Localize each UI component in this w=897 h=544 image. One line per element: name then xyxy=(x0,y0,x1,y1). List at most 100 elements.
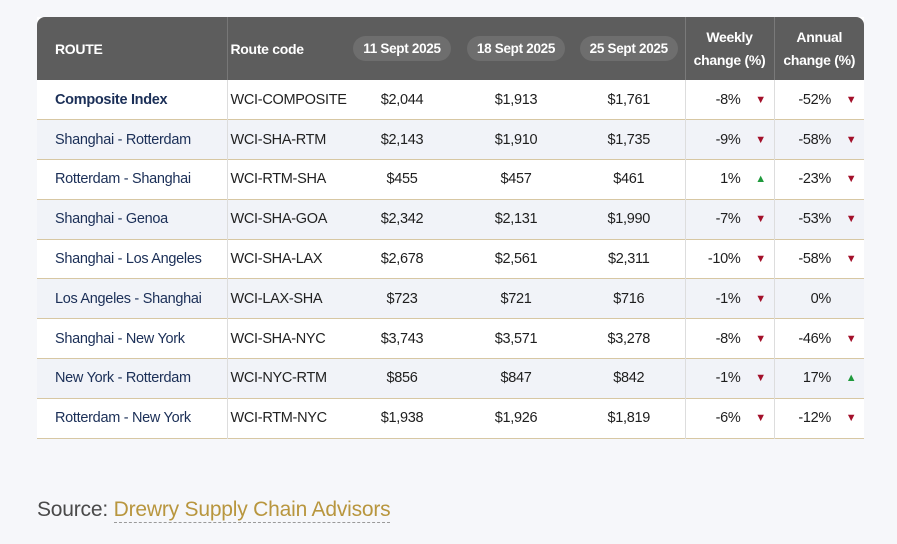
route-name-cell: Shanghai - Los Angeles xyxy=(37,239,228,279)
table-row: Shanghai - Genoa WCI-SHA-GOA $2,342 $2,131 $… xyxy=(37,199,864,240)
rate-cell-date-3: $3,278 xyxy=(607,330,651,347)
header-annual-line1: Annual xyxy=(796,28,843,45)
annual-change-cell: -58% ▼ xyxy=(773,239,864,279)
route-name-cell: Los Angeles - Shanghai xyxy=(37,278,228,319)
weekly-change-cell-value: -1% xyxy=(715,370,741,387)
rate-cell-date-2: $1,913 xyxy=(494,91,538,108)
route-code-cell: WCI-RTM-SHA xyxy=(230,171,327,188)
triangle-down-icon: ▼ xyxy=(755,213,766,226)
triangle-down-icon: ▼ xyxy=(845,332,857,345)
header-annual-line2: change (%) xyxy=(783,51,856,68)
table-row: Shanghai - Rotterdam WCI-SHA-RTM $2,143 $1,… xyxy=(37,119,864,160)
weekly-change-cell: -1% ▼ xyxy=(684,278,774,319)
annual-change-cell-value: -23% xyxy=(798,171,831,188)
rate-cell-date-3: $1,735 xyxy=(607,131,651,148)
rate-cell-date-3: $716 xyxy=(613,290,645,307)
header-date-3: 25 Sept 2025 xyxy=(573,17,685,80)
route-code-cell: WCI-NYC-RTM xyxy=(230,370,328,387)
route-code-cell: WCI-RTM-NYC xyxy=(230,410,328,427)
triangle-down-icon: ▼ xyxy=(845,133,857,146)
route-code-cell: WCI-SHA-LAX xyxy=(230,251,323,268)
triangle-down-icon: ▼ xyxy=(755,372,766,385)
weekly-change-cell-value: 1% xyxy=(720,171,741,188)
source-link[interactable]: Drewry Supply Chain Advisors xyxy=(113,498,391,523)
header-route-code: Route code xyxy=(230,40,305,57)
triangle-down-icon: ▼ xyxy=(755,332,766,345)
annual-change-cell: -58% ▼ xyxy=(773,119,864,160)
rate-cell-date-1: $2,143 xyxy=(380,131,424,148)
rate-cell-date-1: $2,342 xyxy=(380,211,424,228)
annual-change-cell-value: -52% xyxy=(798,91,831,108)
table-row: Los Angeles - Shanghai WCI-LAX-SHA $723 $72… xyxy=(37,278,864,319)
rate-cell-date-3: $461 xyxy=(613,171,645,188)
source-line: Source: Drewry Supply Chain Advisors xyxy=(37,498,391,523)
rate-cell-date-3: $842 xyxy=(613,370,645,387)
header-weekly-line1: Weekly xyxy=(706,28,753,45)
route-name-cell: New York - Rotterdam xyxy=(37,358,228,399)
rate-cell-date-1: $455 xyxy=(386,171,418,188)
annual-change-cell-value: 17% xyxy=(802,370,831,387)
weekly-change-cell-value: -9% xyxy=(715,131,741,148)
table-row: Shanghai - New York WCI-SHA-NYC $3,743 $3,5… xyxy=(37,318,864,359)
weekly-change-cell: -7% ▼ xyxy=(684,199,774,240)
annual-change-cell-value: -53% xyxy=(798,211,831,228)
weekly-change-cell: -10% ▼ xyxy=(684,239,774,279)
triangle-down-icon: ▼ xyxy=(755,253,766,266)
annual-change-cell-value: 0% xyxy=(810,290,832,307)
table-row: Rotterdam - New York WCI-RTM-NYC $1,938 $1,… xyxy=(37,398,864,439)
weekly-change-cell: -9% ▼ xyxy=(684,119,774,160)
weekly-change-cell: -8% ▼ xyxy=(684,318,774,359)
rate-cell-date-1: $723 xyxy=(386,290,418,307)
triangle-down-icon: ▼ xyxy=(845,93,857,106)
rate-cell-date-2: $847 xyxy=(500,370,532,387)
rate-cell-date-2: $721 xyxy=(500,290,532,307)
route-name-cell: Rotterdam - Shanghai xyxy=(37,159,228,200)
annual-change-cell: -23% ▼ xyxy=(773,159,864,200)
wci-rates-table: ROUTE Route code 11 Sept 2025 18 Sept 20… xyxy=(37,17,864,439)
rate-cell-date-2: $2,561 xyxy=(494,251,538,268)
weekly-change-cell: -1% ▼ xyxy=(684,358,774,399)
table-row: Shanghai - Los Angeles WCI-SHA-LAX $2,678 $… xyxy=(37,239,864,279)
header-annual-change: Annual change (%) xyxy=(773,17,864,80)
annual-change-cell-value: -58% xyxy=(798,251,831,268)
route-name-cell: Shanghai - Genoa xyxy=(37,199,228,240)
rate-cell-date-1: $2,678 xyxy=(380,251,424,268)
annual-change-cell: 17% ▲ xyxy=(773,358,864,399)
triangle-down-icon: ▼ xyxy=(755,292,766,305)
triangle-down-icon: ▼ xyxy=(845,412,857,425)
weekly-change-cell: -6% ▼ xyxy=(684,398,774,439)
wci-table-card: ROUTE Route code 11 Sept 2025 18 Sept 20… xyxy=(37,17,864,439)
annual-change-cell-value: -12% xyxy=(798,410,831,427)
rate-cell-date-2: $3,571 xyxy=(494,330,538,347)
route-code-cell: WCI-SHA-RTM xyxy=(230,131,327,148)
annual-change-cell: -52% ▼ xyxy=(773,80,864,120)
rate-cell-date-3: $1,990 xyxy=(607,211,651,228)
header-date-2: 18 Sept 2025 xyxy=(459,17,573,80)
header-weekly-line2: change (%) xyxy=(693,51,766,68)
route-name-cell: Composite Index xyxy=(37,80,228,120)
triangle-up-icon: ▲ xyxy=(755,173,766,186)
header-date-1: 11 Sept 2025 xyxy=(345,17,459,80)
route-name-cell: Rotterdam - New York xyxy=(37,398,228,439)
route-name-cell: Shanghai - Rotterdam xyxy=(37,119,228,160)
annual-change-cell: 0%▼ xyxy=(773,278,864,319)
route-code-cell: WCI-LAX-SHA xyxy=(230,290,323,307)
source-prefix: Source: xyxy=(37,498,114,521)
annual-change-cell-value: -46% xyxy=(798,330,831,347)
annual-change-cell: -12% ▼ xyxy=(773,398,864,439)
date-pill-1: 11 Sept 2025 xyxy=(353,36,451,61)
triangle-down-icon: ▼ xyxy=(755,93,766,106)
table-row: Rotterdam - Shanghai WCI-RTM-SHA $455 $457 $… xyxy=(37,159,864,200)
route-code-cell: WCI-COMPOSITE xyxy=(230,91,347,108)
table-header-row: ROUTE Route code 11 Sept 2025 18 Sept 20… xyxy=(37,17,864,80)
header-weekly-change: Weekly change (%) xyxy=(684,17,774,80)
weekly-change-cell-value: -8% xyxy=(715,91,741,108)
rate-cell-date-2: $2,131 xyxy=(494,211,538,228)
route-code-cell: WCI-SHA-NYC xyxy=(230,330,326,347)
rate-cell-date-1: $2,044 xyxy=(380,91,424,108)
table-row: Composite Index WCI-COMPOSITE $2,044 $1,913… xyxy=(37,80,864,120)
weekly-change-cell-value: -8% xyxy=(715,330,741,347)
rate-cell-date-2: $457 xyxy=(500,171,532,188)
weekly-change-cell-value: -7% xyxy=(715,211,741,228)
annual-change-cell: -46% ▼ xyxy=(773,318,864,359)
